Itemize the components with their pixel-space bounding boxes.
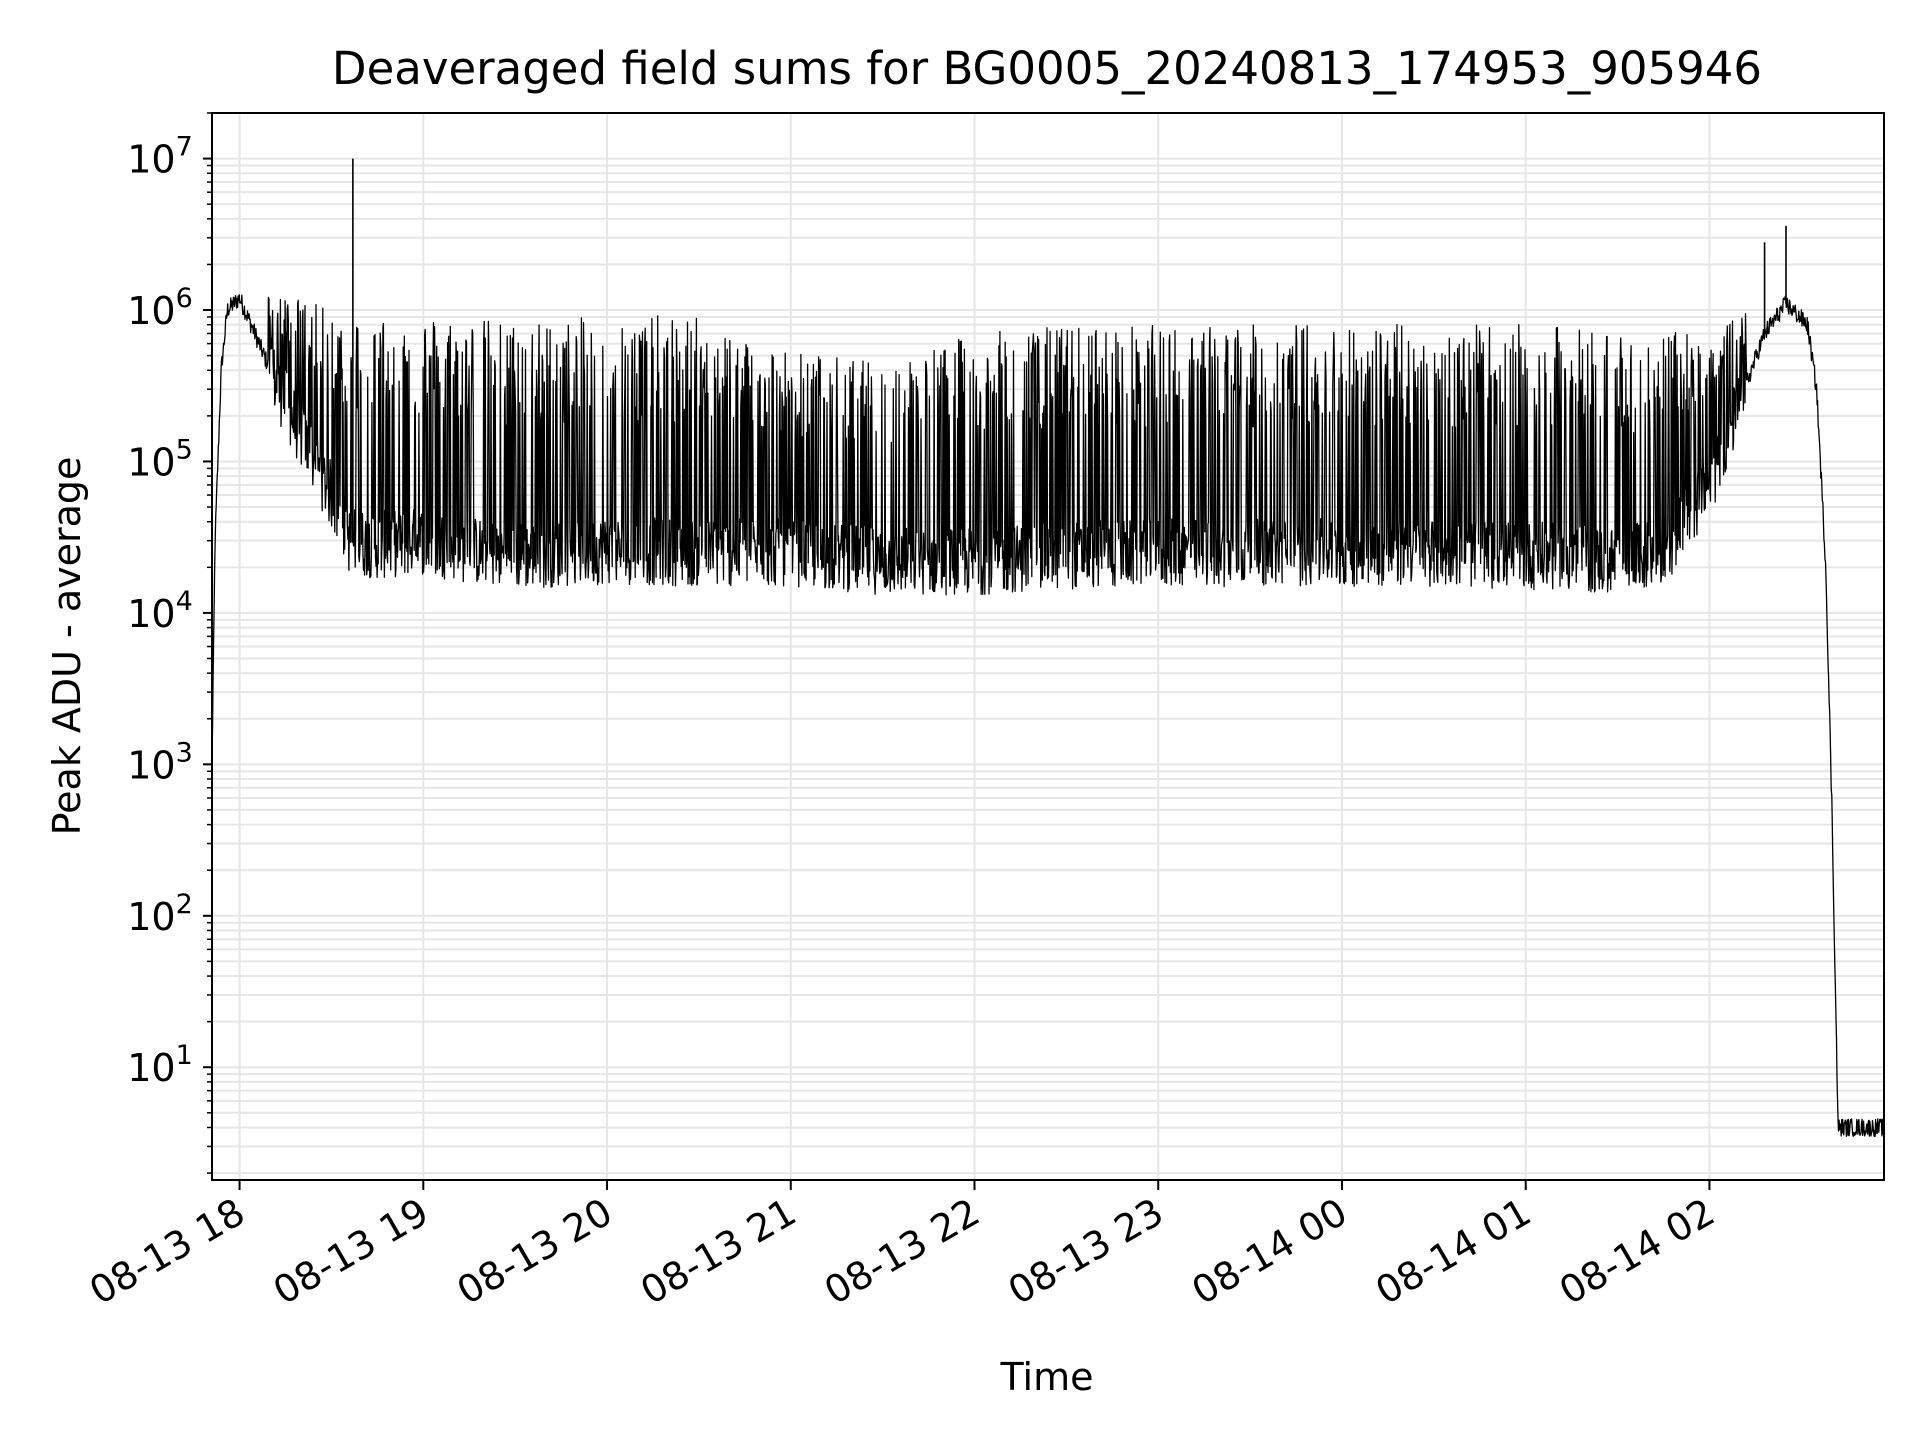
y-axis-label: Peak ADU - average bbox=[45, 457, 89, 836]
y-tick-label: 104 bbox=[127, 586, 193, 636]
y-tick-label: 106 bbox=[127, 283, 193, 333]
chart-title: Deaveraged field sums for BG0005_2024081… bbox=[332, 42, 1762, 95]
y-tick-label: 101 bbox=[127, 1040, 193, 1090]
y-tick-label: 102 bbox=[127, 889, 193, 939]
y-tick-label: 105 bbox=[127, 434, 193, 484]
y-tick-label: 107 bbox=[127, 132, 193, 182]
series-line bbox=[211, 294, 1885, 1138]
x-axis-label: Time bbox=[1000, 1355, 1094, 1399]
series-layer bbox=[211, 158, 1885, 1138]
y-tick-label: 103 bbox=[127, 737, 193, 787]
y-axis: 101 102 103 104 105 106 107 bbox=[127, 112, 212, 1174]
